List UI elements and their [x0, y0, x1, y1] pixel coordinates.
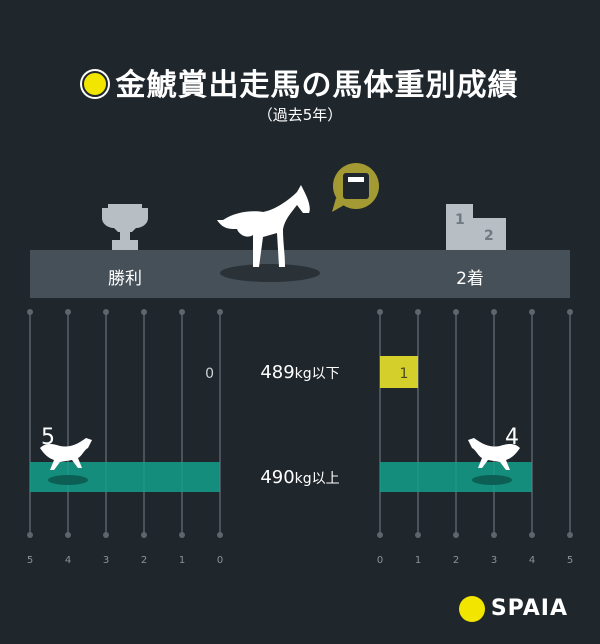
podium-icon: 12 — [446, 204, 506, 250]
bar-value-zero: 0 — [205, 366, 214, 382]
tick-label: 5 — [567, 555, 573, 566]
tick-dot — [377, 309, 383, 315]
tick-dot — [65, 532, 71, 538]
tick-label: 5 — [27, 555, 33, 566]
tick-dot — [453, 532, 459, 538]
tick-dot — [103, 532, 109, 538]
legend-win: 勝利 — [108, 269, 142, 289]
bar-value: 1 — [400, 366, 409, 382]
tick-dot — [567, 532, 573, 538]
tick-label: 4 — [529, 555, 535, 566]
tick-dot — [453, 309, 459, 315]
bar-chart: 0 0 1 1 2 2 3 3 4 4 5 5 0 5 1 4 — [27, 309, 573, 566]
svg-text:1: 1 — [455, 212, 465, 228]
tick-dot — [491, 532, 497, 538]
tick-label: 0 — [377, 555, 383, 566]
tick-dot — [491, 309, 497, 315]
legend-second: 2着 — [456, 269, 484, 289]
tick-dot — [415, 532, 421, 538]
tick-label: 4 — [65, 555, 71, 566]
horse-illustration — [217, 185, 320, 282]
tick-dot — [179, 532, 185, 538]
category-label-1: 490kg以上 — [260, 467, 340, 488]
tick-label: 2 — [453, 555, 459, 566]
bar-2着-0 — [380, 356, 418, 388]
running-horse-icon — [468, 438, 520, 470]
tick-dot — [103, 309, 109, 315]
tick-dot — [65, 309, 71, 315]
category-label-0: 489kg以下 — [260, 362, 340, 383]
tick-dot — [217, 309, 223, 315]
title-text: 金鯱賞出走馬の馬体重別成績 — [115, 68, 519, 103]
scale-bubble-icon — [332, 163, 379, 212]
tick-label: 1 — [415, 555, 421, 566]
tick-dot — [217, 532, 223, 538]
bar-2着-1 — [380, 462, 532, 492]
tick-dot — [567, 309, 573, 315]
tick-label: 3 — [103, 555, 109, 566]
tick-dot — [179, 309, 185, 315]
logo-icon — [81, 70, 108, 97]
tick-dot — [529, 309, 535, 315]
bar-total-label: 5 — [41, 425, 55, 450]
tick-dot — [377, 532, 383, 538]
tick-dot — [141, 532, 147, 538]
bar-total-label: 4 — [505, 425, 519, 450]
tick-dot — [415, 309, 421, 315]
horse-shadow — [48, 475, 88, 485]
tick-dot — [27, 309, 33, 315]
horse-shadow — [472, 475, 512, 485]
tick-dot — [141, 309, 147, 315]
tick-label: 0 — [217, 555, 223, 566]
tick-dot — [529, 532, 535, 538]
tick-dot — [27, 532, 33, 538]
brand-logo: SPAIA — [458, 596, 568, 622]
trophy-icon — [102, 204, 148, 250]
tick-label: 2 — [141, 555, 147, 566]
tick-label: 3 — [491, 555, 497, 566]
svg-text:2: 2 — [484, 228, 494, 244]
subtitle: （過去5年） — [257, 106, 343, 124]
running-horse-icon — [40, 438, 92, 470]
page-title: 金鯱賞出走馬の馬体重別成績 — [0, 60, 600, 104]
tick-label: 1 — [179, 555, 185, 566]
